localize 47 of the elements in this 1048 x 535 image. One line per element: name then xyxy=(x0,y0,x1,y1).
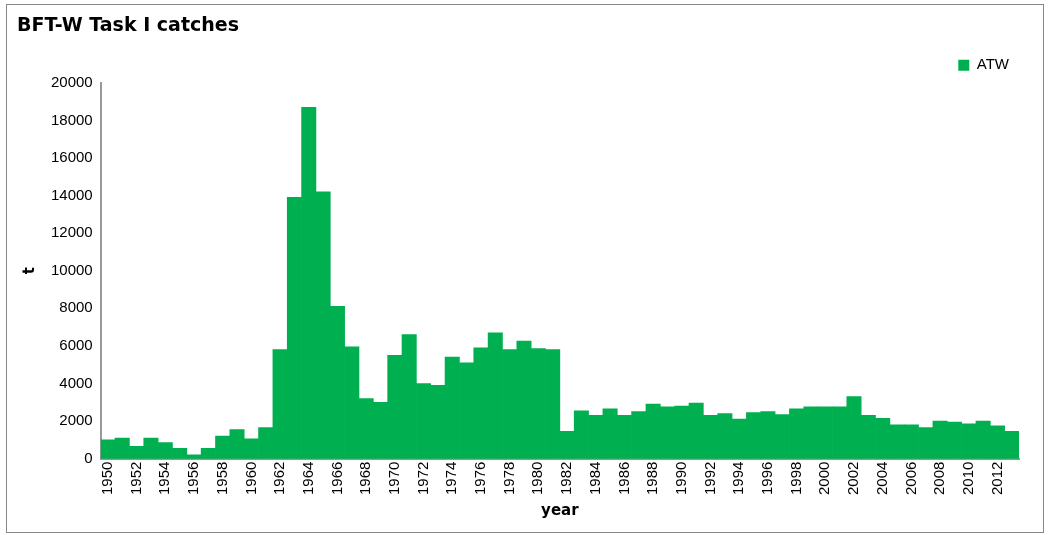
y-tick-label: 12000 xyxy=(50,223,93,241)
x-tick-label: 2012 xyxy=(987,461,1005,496)
x-axis-title: year xyxy=(541,500,580,519)
x-tick-label: 1982 xyxy=(557,461,575,496)
y-tick-label: 6000 xyxy=(59,336,93,354)
y-tick-label: 14000 xyxy=(50,185,93,203)
x-tick-label: 1950 xyxy=(98,461,116,496)
x-tick-label: 2010 xyxy=(958,461,976,496)
x-tick-label: 1998 xyxy=(786,461,804,496)
x-tick-label: 1978 xyxy=(499,461,517,496)
x-tick-label: 1966 xyxy=(327,461,345,496)
x-tick-label: 2000 xyxy=(815,461,833,496)
x-tick-label: 1986 xyxy=(614,461,632,496)
y-tick-label: 0 xyxy=(84,448,93,466)
x-tick-label: 1956 xyxy=(184,461,202,496)
x-tick-label: 1976 xyxy=(471,461,489,496)
y-tick-label: 16000 xyxy=(50,148,93,166)
y-axis-title: t xyxy=(19,267,38,275)
x-tick-label: 1992 xyxy=(700,461,718,496)
x-tick-label: 1996 xyxy=(758,461,776,496)
x-tick-label: 2008 xyxy=(930,461,948,496)
x-tick-label: 1968 xyxy=(356,461,374,496)
x-tick-label: 1974 xyxy=(442,461,460,496)
x-tick-label: 2002 xyxy=(844,461,862,496)
x-tick-label: 1958 xyxy=(212,461,230,496)
y-tick-label: 20000 xyxy=(50,72,93,90)
chart-title: BFT-W Task I catches xyxy=(17,13,239,36)
x-tick-label: 2004 xyxy=(872,461,890,496)
x-tick-label: 2006 xyxy=(901,461,919,496)
x-tick-label: 1980 xyxy=(528,461,546,496)
x-tick-label: 1988 xyxy=(643,461,661,496)
y-tick-label: 8000 xyxy=(59,298,93,316)
x-tick-label: 1994 xyxy=(729,461,747,496)
y-tick-label: 18000 xyxy=(50,110,93,128)
y-tick-label: 10000 xyxy=(50,260,93,278)
x-tick-label: 1962 xyxy=(270,461,288,496)
y-tick-label: 4000 xyxy=(59,373,93,391)
x-tick-label: 1960 xyxy=(241,461,259,496)
y-tick-label: 2000 xyxy=(59,411,93,429)
x-tick-label: 1970 xyxy=(384,461,402,496)
legend-label: ATW xyxy=(976,55,1010,73)
x-tick-label: 1990 xyxy=(671,461,689,496)
x-tick-label: 1972 xyxy=(413,461,431,496)
x-tick-label: 1952 xyxy=(126,461,144,496)
x-tick-label: 1984 xyxy=(585,461,603,496)
x-tick-label: 1954 xyxy=(155,461,173,496)
x-tick-label: 1964 xyxy=(298,461,316,496)
